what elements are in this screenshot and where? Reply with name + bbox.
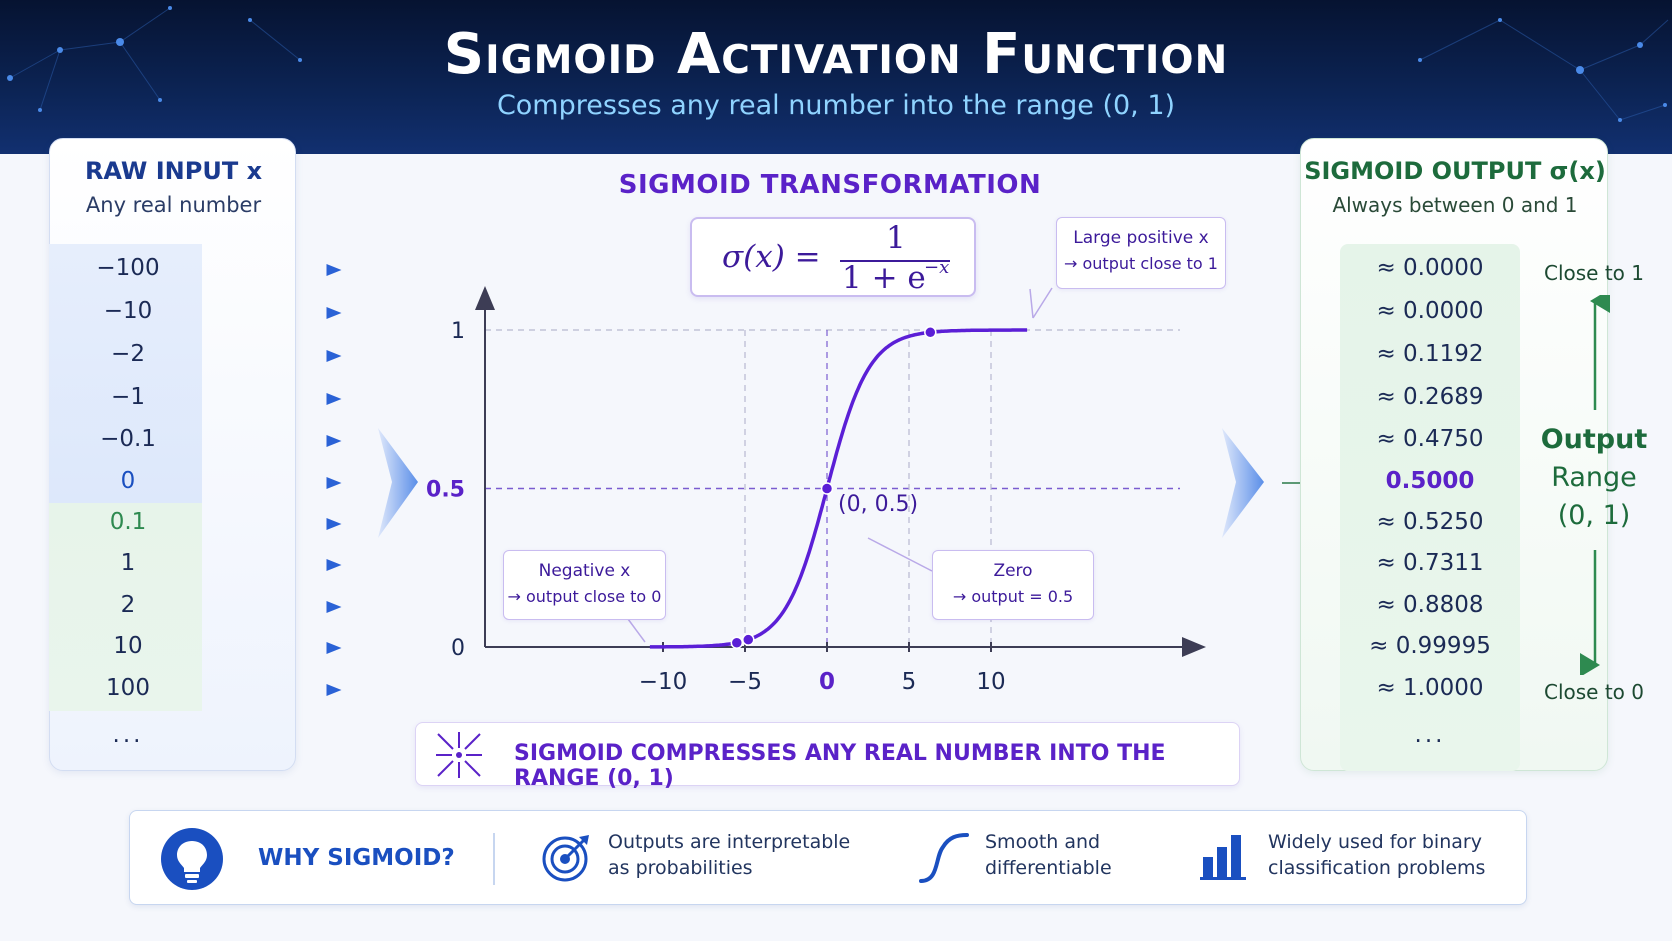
bar-chart-icon <box>1200 835 1246 880</box>
lightbulb-icon <box>161 828 223 890</box>
input-ellipsis: ... <box>112 722 144 748</box>
why-sigmoid-strip: WHY SIGMOID? Outputs are interpretable a… <box>129 810 1527 905</box>
sigmoid-curve <box>649 328 1028 649</box>
sigmoid-formula: σ(x) = 1 1 + e −x <box>692 219 978 299</box>
compression-note: SIGMOID COMPRESSES ANY REAL NUMBER INTO … <box>415 722 1240 791</box>
input-value: −100 <box>96 255 160 281</box>
curve-point <box>820 482 834 495</box>
raw-input-subtitle: Any real number <box>85 193 262 217</box>
zero-callout-text: → output = 0.5 <box>952 587 1074 606</box>
target-icon <box>542 835 589 882</box>
output-value: ≈ 0.7311 <box>1376 550 1484 576</box>
formula-fraction-bar <box>840 260 950 262</box>
output-value: ≈ 0.2689 <box>1376 384 1484 410</box>
zero-callout-title: Zero <box>993 561 1033 581</box>
range-arrow <box>1580 295 1610 675</box>
why-item-classification-line1: Widely used for binary <box>1268 831 1482 853</box>
output-range-label-1: Output <box>1540 424 1648 455</box>
compression-note-text: SIGMOID COMPRESSES ANY REAL NUMBER INTO … <box>514 741 1166 791</box>
input-value: −10 <box>103 298 153 324</box>
input-value: −1 <box>111 384 145 410</box>
x-tick-label: −5 <box>728 669 762 695</box>
negative-inputs-band <box>49 244 202 503</box>
input-value: 0 <box>120 468 136 494</box>
input-value: −2 <box>111 341 145 367</box>
formula-lhs: σ(x) = <box>722 239 821 275</box>
sigmoid-output-title: SIGMOID OUTPUT σ(x) <box>1304 157 1606 185</box>
output-ellipsis: ... <box>1414 722 1446 748</box>
why-item-classification-line2: classification problems <box>1268 857 1486 879</box>
input-value: 10 <box>113 633 143 659</box>
output-value: ≈ 0.99995 <box>1369 633 1491 659</box>
input-value: 100 <box>106 675 150 701</box>
output-value: ≈ 0.8808 <box>1376 592 1484 618</box>
why-item-probabilities-line2: as probabilities <box>608 857 753 879</box>
output-values-column <box>1340 244 1520 771</box>
output-value: 0.5000 <box>1385 468 1475 494</box>
network-pattern-decoration <box>7 6 1669 122</box>
large-positive-callout-text: → output close to 1 <box>1064 254 1218 273</box>
range-top-label: Close to 1 <box>1544 261 1644 285</box>
formula-box: σ(x) = 1 1 + e −x <box>690 217 976 297</box>
x-tick-label: −10 <box>639 669 688 695</box>
range-bottom-label: Close to 0 <box>1544 680 1644 704</box>
large-positive-callout-title: Large positive x <box>1073 228 1209 248</box>
output-range-label-2: Range <box>1551 462 1637 493</box>
y-tick-label: 1 <box>451 319 465 344</box>
output-value: ≈ 0.1192 <box>1376 341 1484 367</box>
sigmoid-transformation-title: SIGMOID TRANSFORMATION <box>618 170 1042 200</box>
why-item-smooth: Smooth and differentiable <box>985 829 1112 881</box>
output-value: ≈ 1.0000 <box>1376 675 1484 701</box>
formula-denominator: 1 + e <box>842 260 926 296</box>
x-tick-label: 5 <box>902 669 917 695</box>
left-big-chevron <box>378 428 418 538</box>
negative-callout-text: → output close to 0 <box>507 587 662 606</box>
zero-callout: Zero → output = 0.5 <box>932 550 1094 620</box>
output-value: ≈ 0.4750 <box>1376 426 1484 452</box>
why-sigmoid-label: WHY SIGMOID? <box>258 845 455 871</box>
raw-input-title-text: RAW INPUT x <box>84 157 263 185</box>
curve-point <box>730 636 744 649</box>
large-positive-callout: Large positive x → output close to 1 <box>1056 217 1226 289</box>
y-tick-label: 0.5 <box>426 478 465 503</box>
s-curve-icon <box>919 833 969 883</box>
raw-input-title: RAW INPUT x <box>50 157 297 185</box>
sigmoid-output-subtitle: Always between 0 and 1 <box>1332 193 1578 217</box>
input-value: 0.1 <box>109 509 147 535</box>
x-tick-label: 0 <box>819 669 835 695</box>
right-big-chevron <box>1222 428 1264 538</box>
page-title: Sigmoid Activation Function <box>443 22 1229 87</box>
compress-arrows-icon <box>436 732 482 778</box>
midpoint-label: (0, 0.5) <box>838 492 919 517</box>
header-banner: Sigmoid Activation Function Compresses a… <box>0 0 1672 154</box>
formula-exponent: −x <box>924 257 950 278</box>
input-value: 2 <box>120 592 136 618</box>
why-item-probabilities: Outputs are interpretable as probabiliti… <box>608 829 850 881</box>
curve-point <box>742 633 755 646</box>
curve-point <box>924 326 937 339</box>
y-tick-label: 0 <box>451 636 465 661</box>
callout-connectors <box>627 287 1053 643</box>
negative-callout: Negative x → output close to 0 <box>503 550 666 620</box>
negative-callout-title: Negative x <box>538 561 631 581</box>
page-subtitle: Compresses any real number into the rang… <box>496 90 1176 121</box>
why-item-smooth-line2: differentiable <box>985 857 1112 879</box>
why-item-probabilities-line1: Outputs are interpretable <box>608 831 851 853</box>
output-value: ≈ 0.0000 <box>1376 298 1484 324</box>
why-item-classification: Widely used for binary classification pr… <box>1268 829 1485 881</box>
output-value: ≈ 0.5250 <box>1376 509 1484 535</box>
x-tick-label: 10 <box>976 669 1005 695</box>
why-separator <box>493 833 495 885</box>
output-value: ≈ 0.0000 <box>1376 255 1484 281</box>
formula-numerator: 1 <box>886 220 906 256</box>
input-value: −0.1 <box>100 426 156 452</box>
input-value: 1 <box>120 550 136 576</box>
output-range-label-3: (0, 1) <box>1557 500 1631 531</box>
why-item-smooth-line1: Smooth and <box>985 831 1101 853</box>
